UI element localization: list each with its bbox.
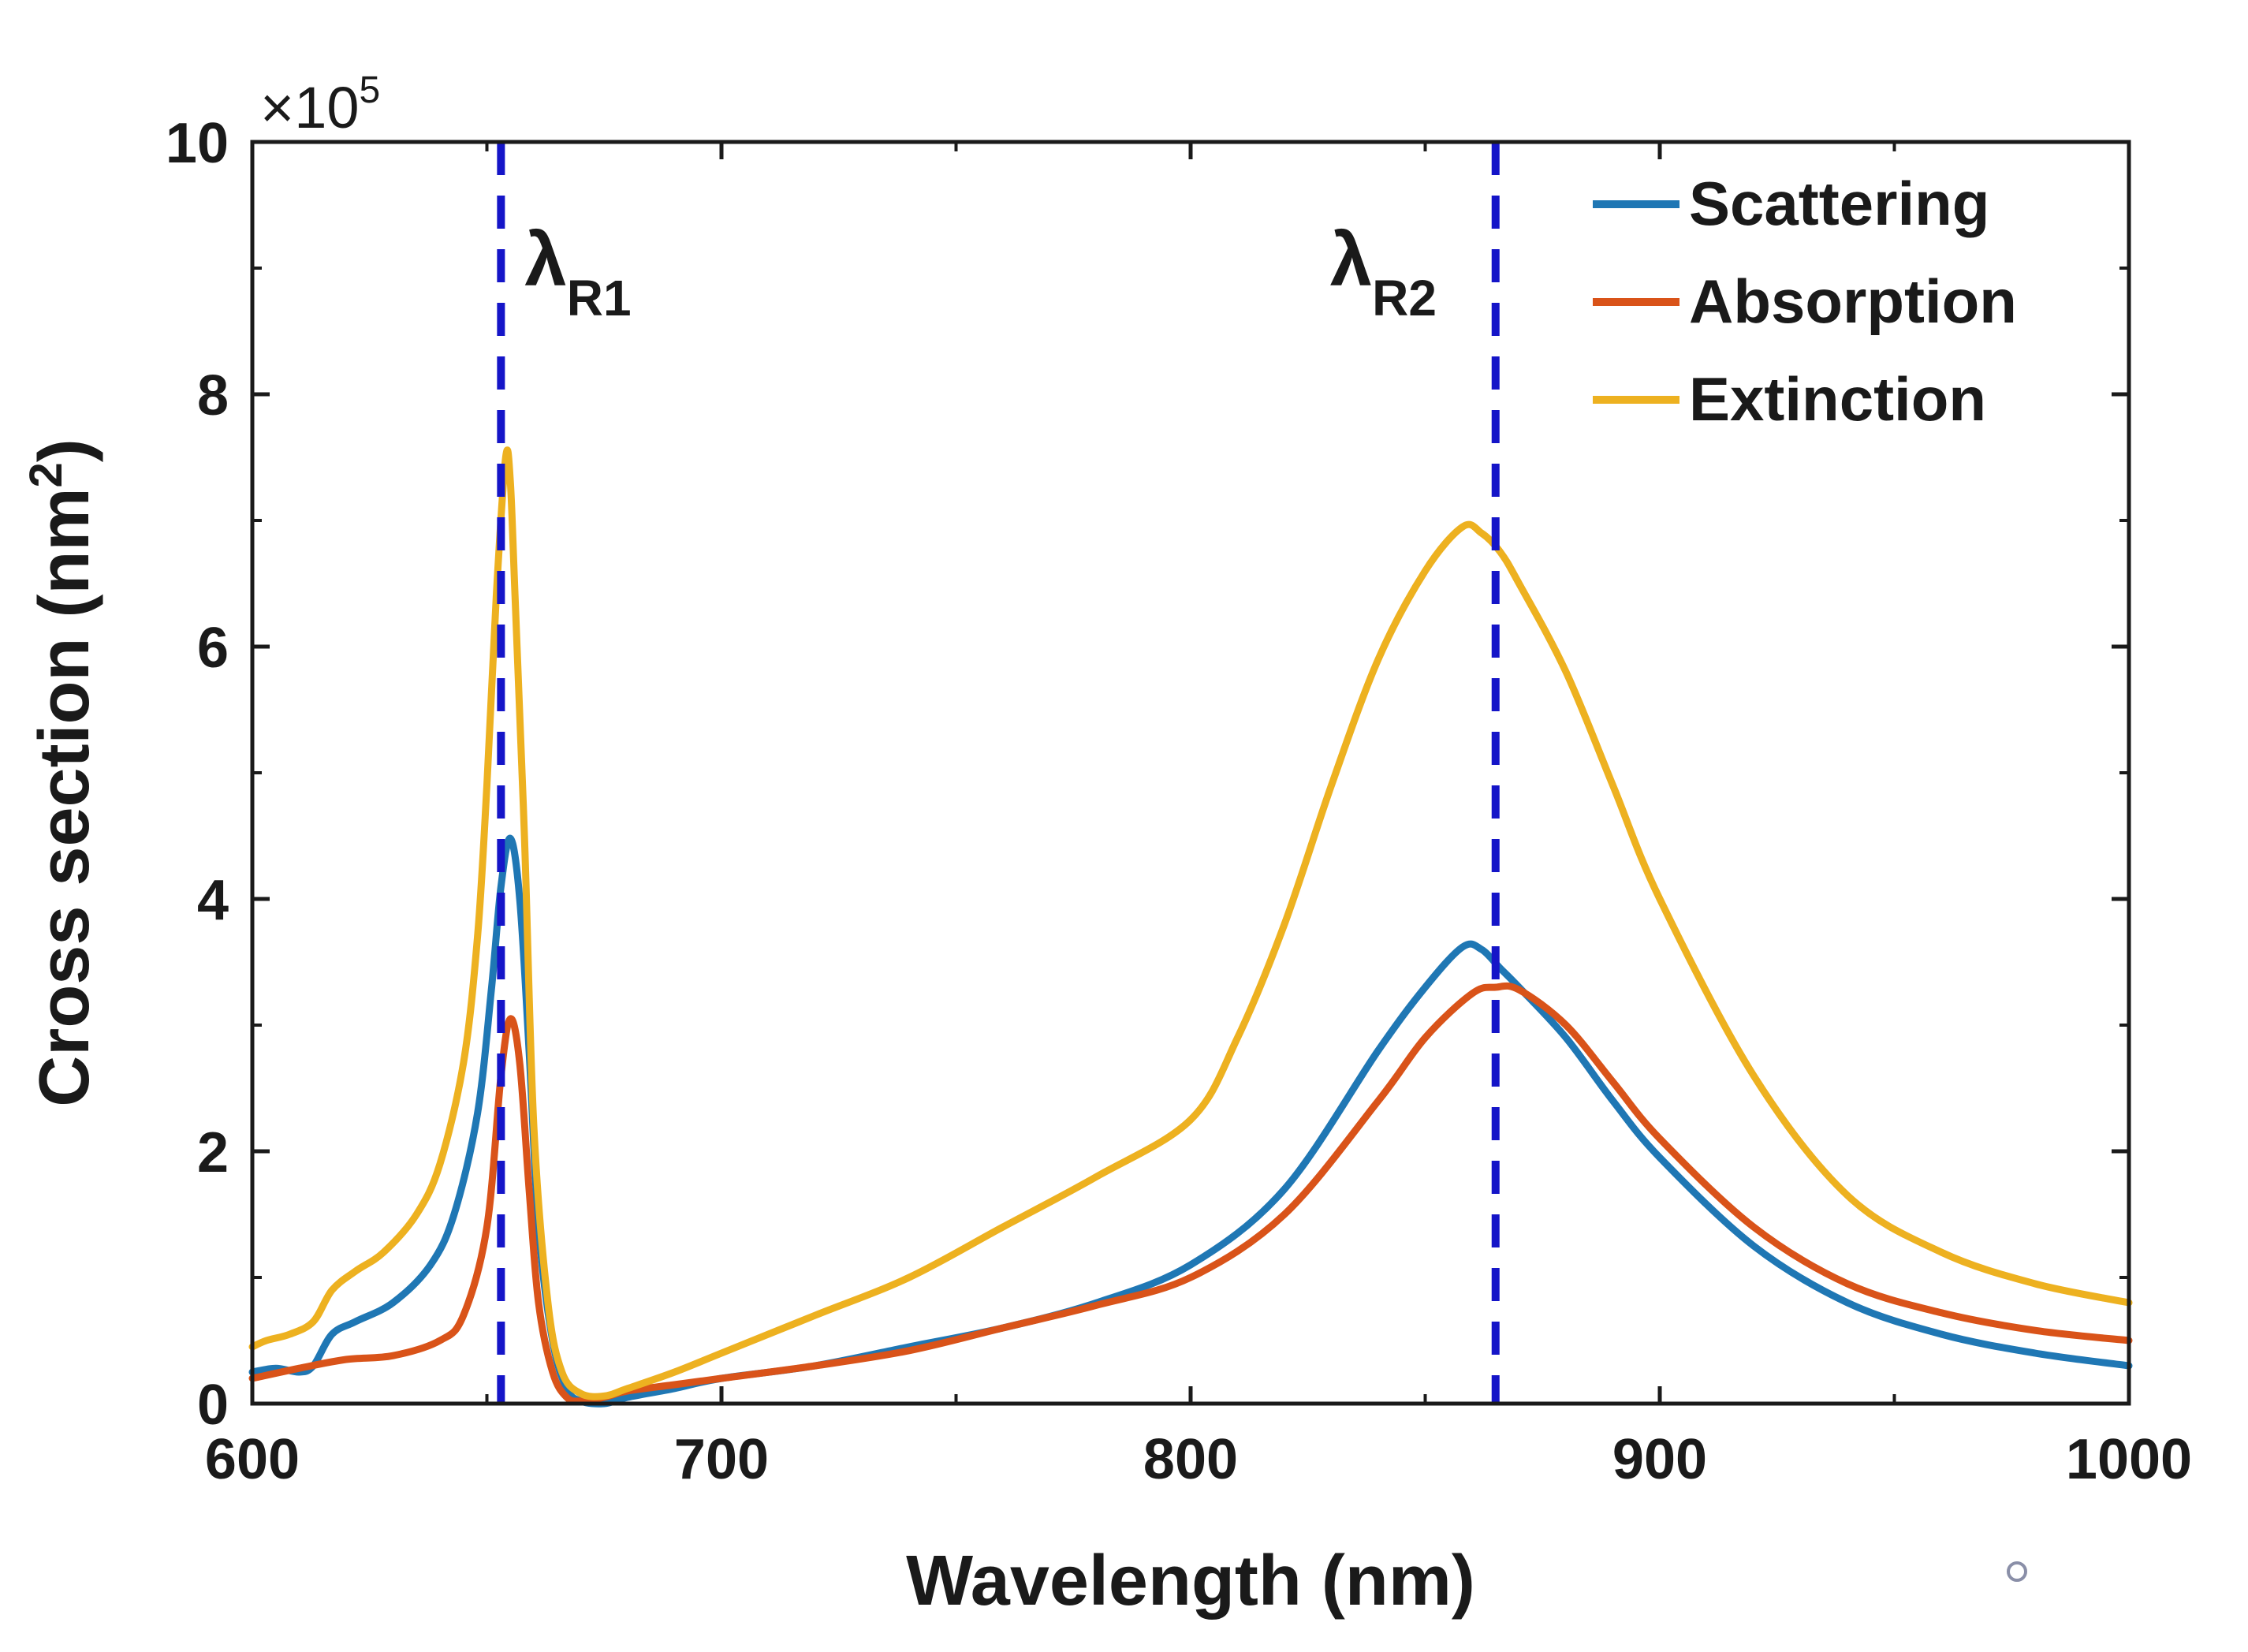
resonance-subscript: R1 [567, 270, 632, 326]
y-tick-label: 10 [166, 112, 229, 175]
lambda-symbol: λ [1330, 218, 1372, 302]
legend-label-extinction: Extinction [1689, 364, 1986, 434]
x-tick-label: 700 [674, 1428, 769, 1491]
y-axis-title-superscript: 2 [21, 462, 72, 487]
x-tick-label: 800 [1143, 1428, 1238, 1491]
y-axis-title-main: Cross section (nm [25, 488, 104, 1107]
y-axis-title-close: ) [25, 438, 104, 462]
legend-label-absorption: Absorption [1689, 267, 2017, 336]
series-line-absorption [248, 982, 2133, 1405]
y-tick-label: 0 [197, 1374, 229, 1437]
legend: Scattering Absorption Extinction [1593, 169, 2017, 434]
resonance-label-r1: λR1 [524, 218, 631, 326]
lambda-symbol: λ [524, 218, 566, 302]
series-layer [248, 446, 2133, 1408]
legend-label-scattering: Scattering [1689, 169, 1989, 238]
series-line-extinction [248, 446, 2133, 1400]
tick-layer: 600 700 800 900 1000 0 2 4 6 8 10 [166, 112, 2192, 1491]
resonance-subscript: R2 [1372, 270, 1437, 326]
watermark-circle-mark [2007, 1561, 2027, 1582]
y-axis-title: Cross section (nm2) [21, 438, 104, 1106]
y-tick-label: 6 [197, 617, 229, 680]
x-tick-label: 600 [205, 1428, 300, 1491]
x-axis-title: Wavelength (nm) [906, 1542, 1475, 1620]
exponent-power: 5 [360, 69, 381, 111]
y-axis-exponent: ×105 [260, 69, 380, 140]
resonance-label-r2: λR2 [1330, 218, 1437, 326]
x-tick-label: 1000 [2066, 1428, 2192, 1491]
y-tick-label: 8 [197, 364, 229, 427]
y-tick-label: 4 [197, 869, 229, 932]
exponent-prefix: ×10 [260, 75, 360, 140]
x-tick-label: 900 [1612, 1428, 1707, 1491]
y-tick-label: 2 [197, 1121, 229, 1184]
marker-layer: λR1 λR2 [497, 142, 1500, 1404]
